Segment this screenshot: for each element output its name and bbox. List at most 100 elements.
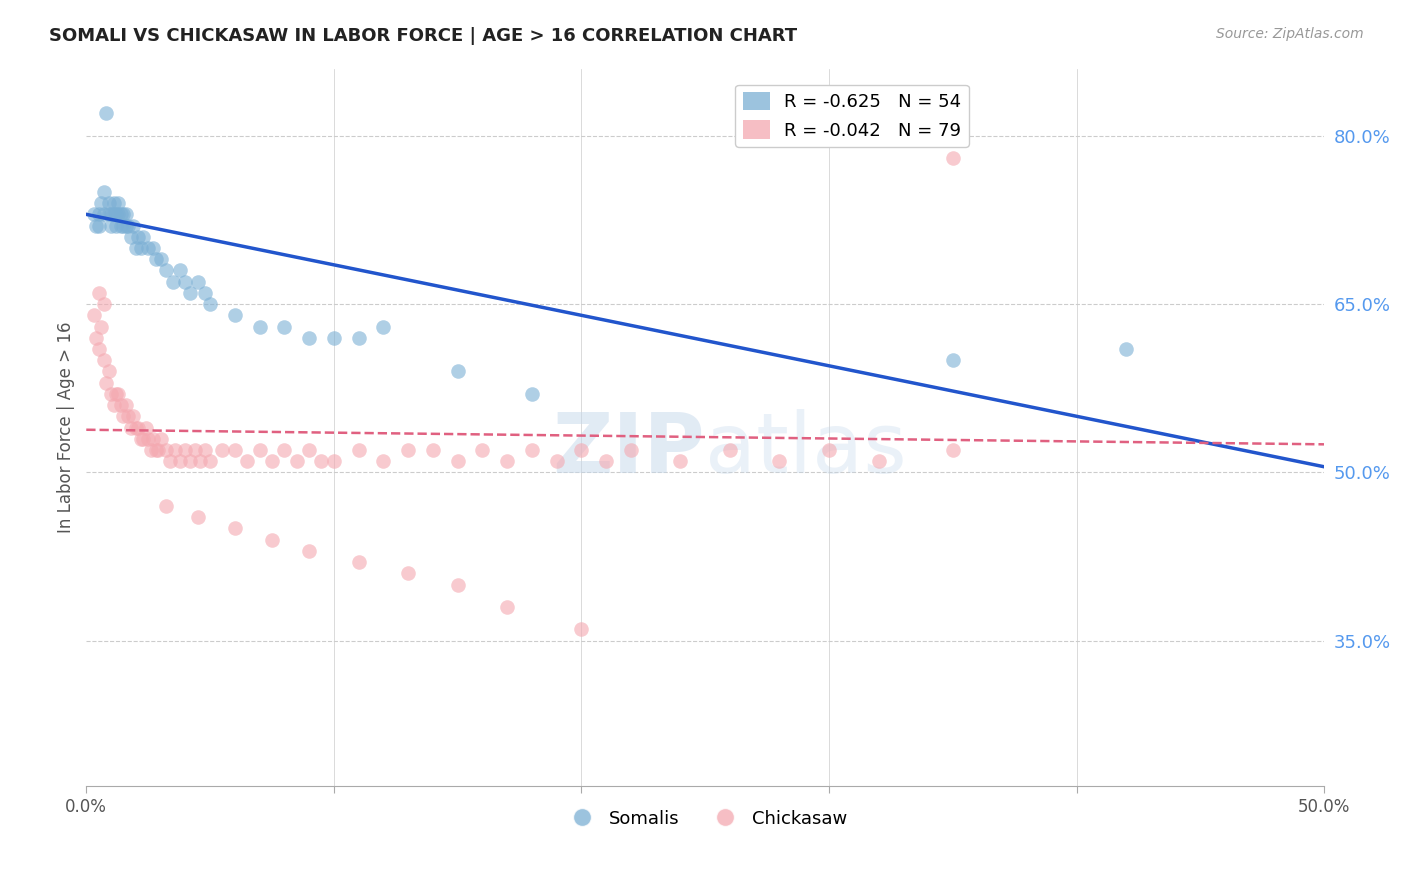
Point (224, 521, 246, 535)
Point (236, 454, 259, 468)
Point (83, 308, 105, 322)
Point (103, 398, 125, 412)
Point (87, 285, 110, 300)
Point (93, 353, 115, 368)
Point (187, 275, 209, 289)
Point (112, 409, 135, 424)
Point (87, 207, 110, 221)
Point (136, 241, 159, 255)
Point (446, 454, 468, 468)
Point (471, 442, 494, 457)
Point (142, 432, 165, 446)
Point (396, 566, 419, 581)
Point (142, 241, 165, 255)
Point (112, 219, 135, 233)
Point (818, 442, 841, 457)
Point (127, 229, 149, 244)
Point (155, 499, 177, 513)
Point (97, 196, 120, 211)
Point (496, 454, 519, 468)
Point (285, 454, 308, 468)
Point (224, 308, 246, 322)
Point (174, 275, 197, 289)
Point (145, 442, 167, 457)
Point (146, 442, 169, 457)
Point (260, 454, 283, 468)
Point (122, 219, 145, 233)
Point (90, 196, 112, 211)
Point (87, 342, 110, 356)
Point (179, 285, 201, 300)
Point (129, 432, 152, 446)
Point (93, 297, 115, 311)
Point (87, 219, 110, 233)
Point (136, 432, 159, 446)
Point (373, 319, 395, 334)
Y-axis label: In Labor Force | Age > 16: In Labor Force | Age > 16 (58, 322, 75, 533)
Point (132, 432, 155, 446)
Point (165, 442, 187, 457)
Point (546, 454, 568, 468)
Point (520, 442, 543, 457)
Point (105, 207, 128, 221)
Point (446, 364, 468, 378)
Point (249, 319, 271, 334)
Point (198, 297, 221, 311)
Point (110, 398, 132, 412)
Point (595, 454, 617, 468)
Point (127, 420, 149, 434)
Point (188, 454, 211, 468)
Point (942, 442, 965, 457)
Point (184, 442, 207, 457)
Point (105, 219, 128, 233)
Point (84, 331, 107, 345)
Text: atlas: atlas (706, 409, 907, 490)
Point (97, 207, 120, 221)
Point (347, 555, 370, 569)
Point (112, 207, 135, 221)
Point (94, 376, 117, 390)
Point (117, 409, 139, 424)
Point (179, 454, 201, 468)
Point (115, 207, 138, 221)
Point (139, 442, 162, 457)
Point (169, 263, 191, 277)
Point (100, 207, 122, 221)
Point (115, 398, 138, 412)
Point (224, 442, 246, 457)
Point (149, 432, 172, 446)
Point (298, 331, 321, 345)
Legend: Somalis, Chickasaw: Somalis, Chickasaw (557, 803, 853, 835)
Point (103, 196, 125, 211)
Point (298, 442, 321, 457)
Point (620, 442, 643, 457)
Point (1115, 342, 1137, 356)
Point (571, 623, 593, 637)
Point (311, 454, 333, 468)
Point (90, 319, 112, 334)
Point (571, 442, 593, 457)
Point (347, 442, 370, 457)
Point (211, 442, 233, 457)
Point (194, 442, 217, 457)
Point (249, 442, 271, 457)
Point (373, 454, 395, 468)
Point (768, 454, 790, 468)
Point (125, 241, 148, 255)
Point (718, 442, 741, 457)
Point (107, 387, 129, 401)
Point (273, 319, 295, 334)
Point (159, 454, 181, 468)
Point (298, 544, 321, 558)
Text: SOMALI VS CHICKASAW IN LABOR FORCE | AGE > 16 CORRELATION CHART: SOMALI VS CHICKASAW IN LABOR FORCE | AGE… (49, 27, 797, 45)
Point (100, 387, 122, 401)
Point (198, 454, 221, 468)
Point (942, 353, 965, 368)
Point (446, 577, 468, 591)
Point (122, 409, 145, 424)
Point (942, 151, 965, 165)
Point (174, 442, 197, 457)
Point (145, 252, 167, 267)
Point (110, 219, 132, 233)
Point (422, 442, 444, 457)
